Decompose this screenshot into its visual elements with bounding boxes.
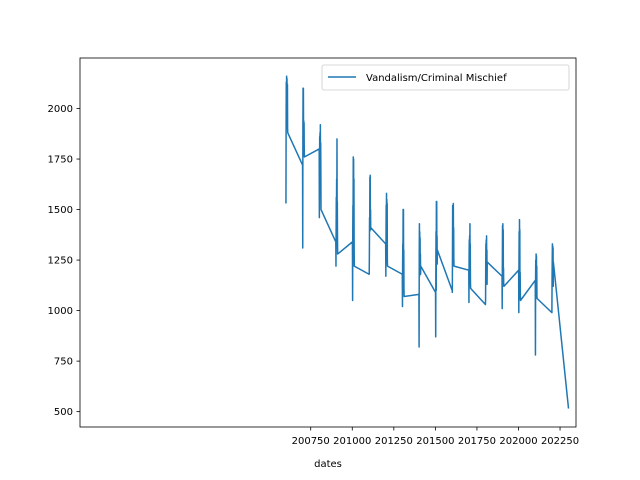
y-tick-label: 1250 [48, 256, 73, 267]
x-tick-label: 201750 [458, 436, 496, 447]
x-tick-label: 200750 [292, 436, 330, 447]
x-tick-label: 201500 [416, 436, 454, 447]
series-layer [285, 75, 570, 409]
legend-box [321, 64, 570, 91]
x-tick-label: 202250 [541, 436, 579, 447]
legend-label: Vandalism/Criminal Mischief [366, 73, 507, 84]
x-axis: 200750 201000 201250 201500 201750 202000 2022… [292, 427, 579, 447]
y-tick-label: 1000 [48, 306, 73, 317]
y-tick-label: 1750 [48, 155, 73, 166]
series-line-0 [285, 75, 570, 409]
x-axis-title: dates [314, 459, 342, 470]
legend: Vandalism/Criminal Mischief [321, 64, 570, 91]
x-tick-label: 202000 [499, 436, 537, 447]
y-tick-label: 750 [54, 357, 73, 368]
plot-frame [79, 57, 577, 428]
y-axis: 500 750 1000 1250 1500 1750 2000 [48, 104, 80, 418]
x-tick-label: 201250 [375, 436, 413, 447]
y-tick-label: 500 [54, 407, 73, 418]
x-tick-label: 201000 [333, 436, 371, 447]
plot-area [80, 58, 576, 427]
y-tick-label: 1500 [48, 205, 73, 216]
y-tick-label: 2000 [48, 104, 73, 115]
